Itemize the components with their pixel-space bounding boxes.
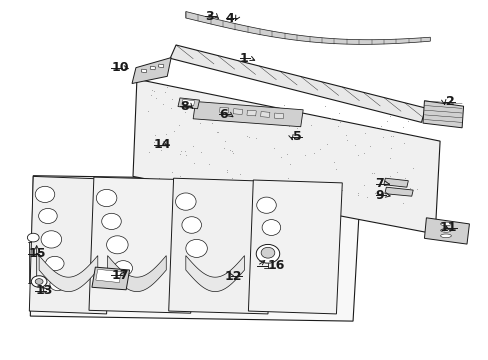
Text: 16: 16 (267, 259, 285, 272)
Polygon shape (30, 176, 360, 321)
Ellipse shape (185, 239, 207, 257)
Text: 1: 1 (239, 52, 248, 65)
Text: 15: 15 (28, 247, 46, 260)
Ellipse shape (261, 247, 274, 258)
Polygon shape (219, 107, 228, 113)
Polygon shape (185, 256, 244, 292)
Polygon shape (248, 180, 342, 314)
Circle shape (27, 233, 39, 242)
Polygon shape (133, 79, 439, 234)
Polygon shape (178, 98, 199, 109)
Polygon shape (29, 176, 111, 314)
Text: 7: 7 (375, 177, 384, 190)
Polygon shape (274, 113, 283, 119)
Text: 8: 8 (180, 100, 188, 113)
Polygon shape (158, 64, 163, 68)
Text: 17: 17 (111, 269, 129, 282)
Polygon shape (170, 45, 425, 122)
Ellipse shape (175, 193, 196, 210)
Ellipse shape (96, 189, 117, 207)
Polygon shape (168, 178, 273, 314)
Polygon shape (92, 267, 129, 290)
Ellipse shape (440, 222, 450, 226)
Polygon shape (150, 66, 155, 70)
Ellipse shape (114, 261, 132, 276)
Polygon shape (383, 178, 407, 187)
Ellipse shape (256, 197, 276, 213)
Polygon shape (260, 112, 269, 117)
Circle shape (35, 279, 43, 284)
Ellipse shape (39, 208, 57, 224)
Polygon shape (246, 110, 256, 116)
Polygon shape (233, 109, 242, 114)
Circle shape (31, 276, 47, 287)
Text: 11: 11 (439, 221, 456, 234)
Text: 5: 5 (293, 130, 302, 143)
Ellipse shape (41, 231, 61, 248)
Polygon shape (132, 58, 171, 84)
Text: 13: 13 (35, 284, 53, 297)
Text: 14: 14 (154, 138, 171, 151)
Text: 12: 12 (224, 270, 242, 283)
Ellipse shape (102, 213, 121, 230)
Text: 2: 2 (445, 95, 454, 108)
Polygon shape (39, 256, 98, 292)
Polygon shape (96, 269, 121, 283)
Text: 3: 3 (205, 10, 214, 23)
Text: 9: 9 (375, 189, 384, 202)
Ellipse shape (182, 217, 201, 233)
Ellipse shape (45, 256, 64, 271)
Ellipse shape (35, 186, 55, 202)
Text: 10: 10 (111, 61, 129, 74)
Ellipse shape (106, 236, 128, 254)
Ellipse shape (262, 220, 280, 235)
Polygon shape (141, 69, 146, 73)
Polygon shape (422, 101, 463, 128)
Polygon shape (424, 218, 468, 244)
Ellipse shape (440, 229, 450, 232)
Ellipse shape (440, 234, 450, 238)
Text: 6: 6 (219, 108, 227, 121)
Ellipse shape (256, 244, 279, 263)
Polygon shape (193, 102, 303, 127)
Polygon shape (185, 12, 429, 44)
Ellipse shape (50, 278, 65, 291)
Polygon shape (182, 99, 194, 106)
Polygon shape (107, 256, 166, 292)
Polygon shape (384, 187, 412, 196)
Text: 4: 4 (225, 12, 234, 24)
Polygon shape (89, 177, 196, 313)
